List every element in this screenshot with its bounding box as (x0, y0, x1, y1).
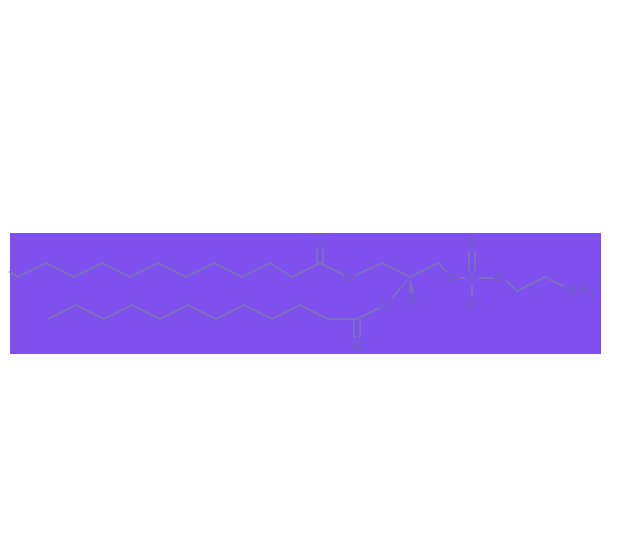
amine-hydrogen-label: H (578, 283, 587, 298)
ethanolamine-chain (506, 276, 564, 292)
lower-ester-bond (356, 307, 380, 320)
carbonyl-oxygen-top-label: O (315, 234, 325, 249)
lower-acyl-chain (47, 304, 358, 320)
phosphorus-label: P (468, 271, 477, 286)
ester-oxygen-top-label: O (344, 271, 354, 286)
phosphoryl-oxygen-label: O (467, 236, 477, 251)
glycerol-c2-c3-bond (409, 262, 439, 278)
phosphate-anion-charge-label: − (478, 295, 483, 305)
amine-nitrogen-label: N (567, 283, 576, 298)
stereocenter-hydrogen-label: H (407, 293, 416, 308)
phosphate-bridge-oxygen-right-label: O (495, 271, 505, 286)
ammonium-group: N H 3 + (567, 278, 600, 300)
amine-charge-label: + (595, 278, 600, 288)
amine-hydrogen-count-label: 3 (589, 290, 594, 300)
carbonyl-oxygen-bottom-label: O (352, 338, 362, 353)
upper-ester-bond (319, 262, 345, 276)
glycerol-c1-c2-bond (381, 262, 411, 278)
stereo-hashed-wedge (390, 279, 408, 299)
ester-oxygen-bottom-label: O (379, 297, 389, 312)
glycerol-c3-to-phosphate-oxygen-bond (437, 262, 448, 273)
upper-acyl-chain (9, 262, 321, 278)
phosphate-anion-oxygen-label: O (465, 298, 475, 313)
stereo-solid-wedge (409, 277, 415, 294)
phosphate-bridge-oxygen-left-label: O (447, 271, 457, 286)
structure-highlight-band (10, 233, 601, 354)
upper-ester-to-glycerol-bond (355, 262, 383, 276)
